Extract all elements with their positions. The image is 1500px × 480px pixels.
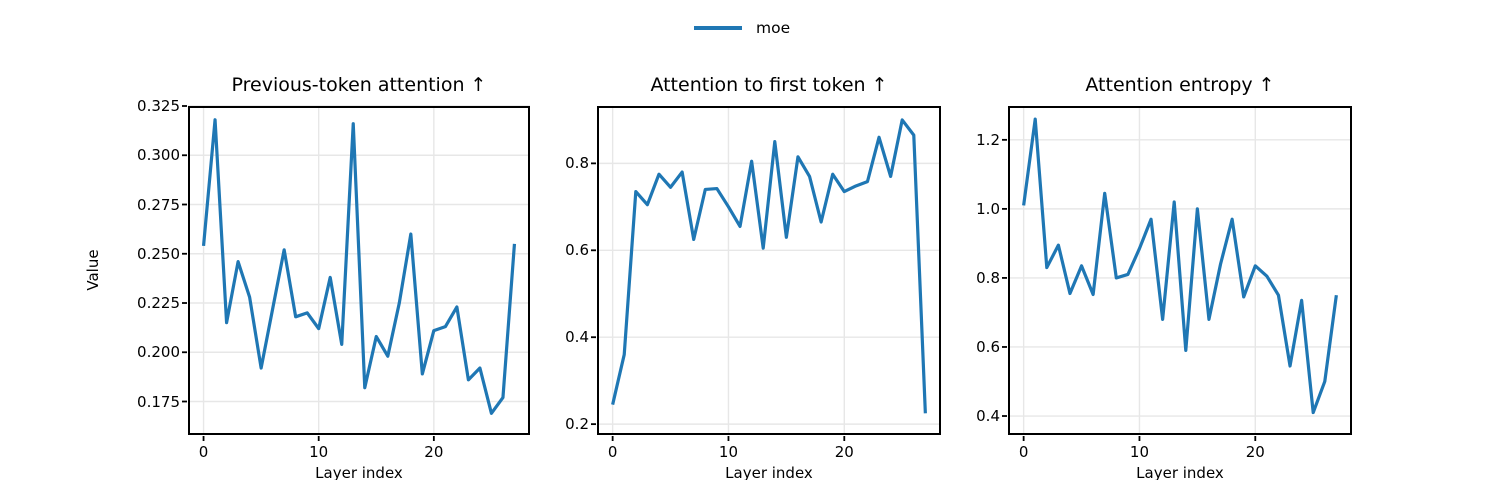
y-tick-label: 0.8 — [565, 154, 589, 173]
y-tick-label: 0.200 — [137, 343, 180, 362]
y-tick-label: 0.325 — [137, 97, 180, 115]
x-tick-label: 0 — [607, 443, 618, 461]
axes-attention-entropy — [1002, 106, 1352, 441]
y-tick-label: 0.4 — [565, 328, 589, 347]
x-tick-label: 20 — [1245, 443, 1265, 461]
x-tick-label: 20 — [424, 443, 444, 461]
legend: moe — [694, 16, 790, 40]
axes-previous-token-attention — [182, 105, 530, 441]
x-axis-label-layer-index: Layer index — [725, 464, 813, 480]
y-tick-label: 0.275 — [137, 195, 180, 214]
x-axis-label-layer-index: Layer index — [315, 464, 403, 480]
y-tick-label: 0.2 — [565, 415, 589, 434]
axes-frame — [1008, 106, 1352, 435]
y-axis-label-value: Value — [84, 249, 102, 291]
series-line-moe — [201, 118, 517, 415]
y-tick-label: 0.6 — [565, 241, 589, 260]
x-tick-label: 10 — [309, 443, 329, 461]
chart-canvas-attention-entropy — [1002, 106, 1352, 441]
series-line-moe — [611, 118, 927, 414]
y-tick-label: 0.175 — [137, 392, 180, 411]
series-line-moe — [1022, 117, 1338, 415]
x-axis-label-layer-index: Layer index — [1136, 464, 1224, 480]
y-tick-label: 0.300 — [137, 146, 180, 165]
y-tick-label: 0.4 — [976, 407, 1000, 425]
legend-label: moe — [756, 19, 791, 37]
y-tick-label: 1.2 — [976, 130, 1000, 149]
chart-canvas-previous-token-attention — [182, 105, 530, 441]
x-tick-label: 0 — [198, 443, 209, 461]
axes-attention-to-first-token — [591, 106, 941, 441]
x-tick-label: 10 — [718, 443, 738, 461]
y-tick-label: 1.0 — [976, 199, 1000, 218]
chart-canvas-attention-to-first-token — [591, 106, 941, 441]
x-tick-label: 0 — [1018, 443, 1029, 461]
chart-title-previous-token-attention: Previous-token attention ↑ — [231, 74, 487, 96]
y-tick-label: 0.250 — [137, 244, 180, 263]
axes-frame — [597, 106, 941, 435]
axes-frame — [188, 106, 530, 435]
x-tick-label: 20 — [834, 443, 854, 461]
chart-title-attention-entropy: Attention entropy ↑ — [1085, 74, 1275, 96]
chart-title-attention-to-first-token: Attention to first token ↑ — [650, 74, 888, 96]
legend-line-icon — [694, 26, 742, 30]
y-tick-label: 0.8 — [976, 268, 1000, 287]
y-tick-label: 0.225 — [137, 294, 180, 312]
y-tick-label: 0.6 — [976, 337, 1000, 356]
x-tick-label: 10 — [1129, 443, 1149, 461]
